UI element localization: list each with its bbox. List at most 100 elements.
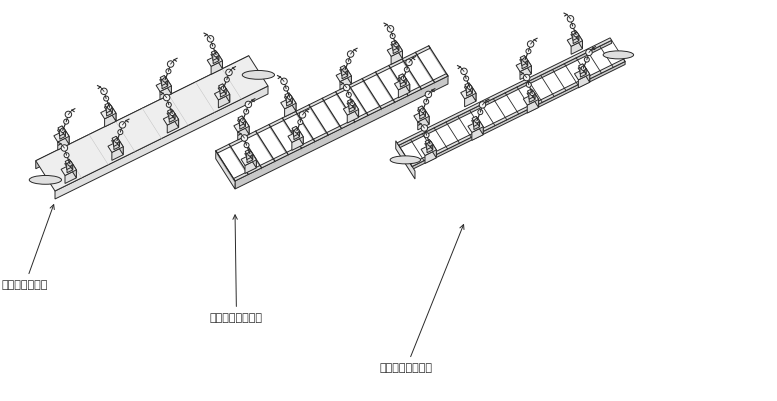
Polygon shape xyxy=(524,94,538,106)
Polygon shape xyxy=(520,57,526,61)
Polygon shape xyxy=(579,35,583,50)
Polygon shape xyxy=(112,108,116,122)
Circle shape xyxy=(166,103,171,108)
Polygon shape xyxy=(430,142,433,150)
Polygon shape xyxy=(63,128,65,137)
Circle shape xyxy=(401,77,406,81)
Circle shape xyxy=(214,53,218,58)
Polygon shape xyxy=(163,114,179,126)
Circle shape xyxy=(394,43,399,48)
Polygon shape xyxy=(433,144,437,158)
Polygon shape xyxy=(406,79,409,93)
Circle shape xyxy=(346,60,351,65)
Polygon shape xyxy=(71,162,73,170)
Polygon shape xyxy=(467,89,472,97)
Polygon shape xyxy=(528,90,533,94)
Polygon shape xyxy=(527,91,535,97)
Polygon shape xyxy=(427,142,430,150)
Polygon shape xyxy=(239,119,243,127)
Polygon shape xyxy=(172,111,175,120)
Polygon shape xyxy=(391,43,399,49)
Circle shape xyxy=(524,75,530,82)
Polygon shape xyxy=(211,53,219,59)
Polygon shape xyxy=(336,71,351,82)
Polygon shape xyxy=(65,170,76,184)
Polygon shape xyxy=(520,58,528,64)
Circle shape xyxy=(479,102,486,109)
Polygon shape xyxy=(396,43,399,52)
Polygon shape xyxy=(466,86,470,94)
Polygon shape xyxy=(216,47,430,154)
Polygon shape xyxy=(472,117,478,122)
Polygon shape xyxy=(476,117,478,125)
Polygon shape xyxy=(224,86,226,95)
Polygon shape xyxy=(395,142,415,180)
Polygon shape xyxy=(292,98,296,112)
Polygon shape xyxy=(294,130,298,137)
Polygon shape xyxy=(393,44,397,51)
Circle shape xyxy=(574,33,578,38)
Polygon shape xyxy=(235,77,448,190)
Polygon shape xyxy=(287,99,292,107)
Circle shape xyxy=(350,102,354,106)
Circle shape xyxy=(287,96,292,100)
Circle shape xyxy=(420,109,425,113)
Polygon shape xyxy=(531,90,533,98)
Polygon shape xyxy=(238,127,249,141)
Circle shape xyxy=(526,83,531,88)
Polygon shape xyxy=(567,35,583,47)
Polygon shape xyxy=(340,68,347,74)
Polygon shape xyxy=(280,98,296,109)
Polygon shape xyxy=(106,106,110,113)
Polygon shape xyxy=(404,76,406,85)
Polygon shape xyxy=(54,131,69,143)
Circle shape xyxy=(428,142,432,147)
Polygon shape xyxy=(473,119,478,127)
Polygon shape xyxy=(529,95,535,103)
Polygon shape xyxy=(104,105,113,111)
Circle shape xyxy=(226,70,232,77)
Polygon shape xyxy=(521,59,526,67)
Polygon shape xyxy=(577,32,579,42)
Polygon shape xyxy=(245,152,253,158)
Polygon shape xyxy=(291,128,300,135)
Polygon shape xyxy=(479,122,483,136)
Polygon shape xyxy=(253,154,256,168)
Polygon shape xyxy=(58,127,64,131)
Polygon shape xyxy=(400,77,404,85)
Circle shape xyxy=(424,134,429,138)
Polygon shape xyxy=(420,109,423,117)
Polygon shape xyxy=(108,141,124,153)
Circle shape xyxy=(528,42,534,48)
Circle shape xyxy=(241,136,248,142)
Polygon shape xyxy=(292,127,298,132)
Circle shape xyxy=(468,86,472,90)
Polygon shape xyxy=(220,87,224,95)
Polygon shape xyxy=(218,86,226,92)
Polygon shape xyxy=(241,154,256,166)
Polygon shape xyxy=(399,85,409,99)
Polygon shape xyxy=(65,131,69,145)
Polygon shape xyxy=(216,151,235,190)
Circle shape xyxy=(61,129,65,133)
Polygon shape xyxy=(470,85,472,94)
Polygon shape xyxy=(574,69,590,81)
Polygon shape xyxy=(57,137,69,150)
Circle shape xyxy=(530,92,535,96)
Polygon shape xyxy=(250,152,253,160)
Polygon shape xyxy=(246,152,251,160)
Polygon shape xyxy=(156,81,172,92)
Circle shape xyxy=(343,69,347,73)
Circle shape xyxy=(244,110,249,115)
Polygon shape xyxy=(387,45,402,57)
Polygon shape xyxy=(218,85,224,89)
Polygon shape xyxy=(573,36,579,45)
Polygon shape xyxy=(246,121,249,135)
Polygon shape xyxy=(529,92,533,100)
Polygon shape xyxy=(525,58,528,67)
Polygon shape xyxy=(243,118,246,127)
Polygon shape xyxy=(72,164,76,178)
Polygon shape xyxy=(64,162,73,168)
Polygon shape xyxy=(465,94,476,107)
Polygon shape xyxy=(584,66,586,75)
